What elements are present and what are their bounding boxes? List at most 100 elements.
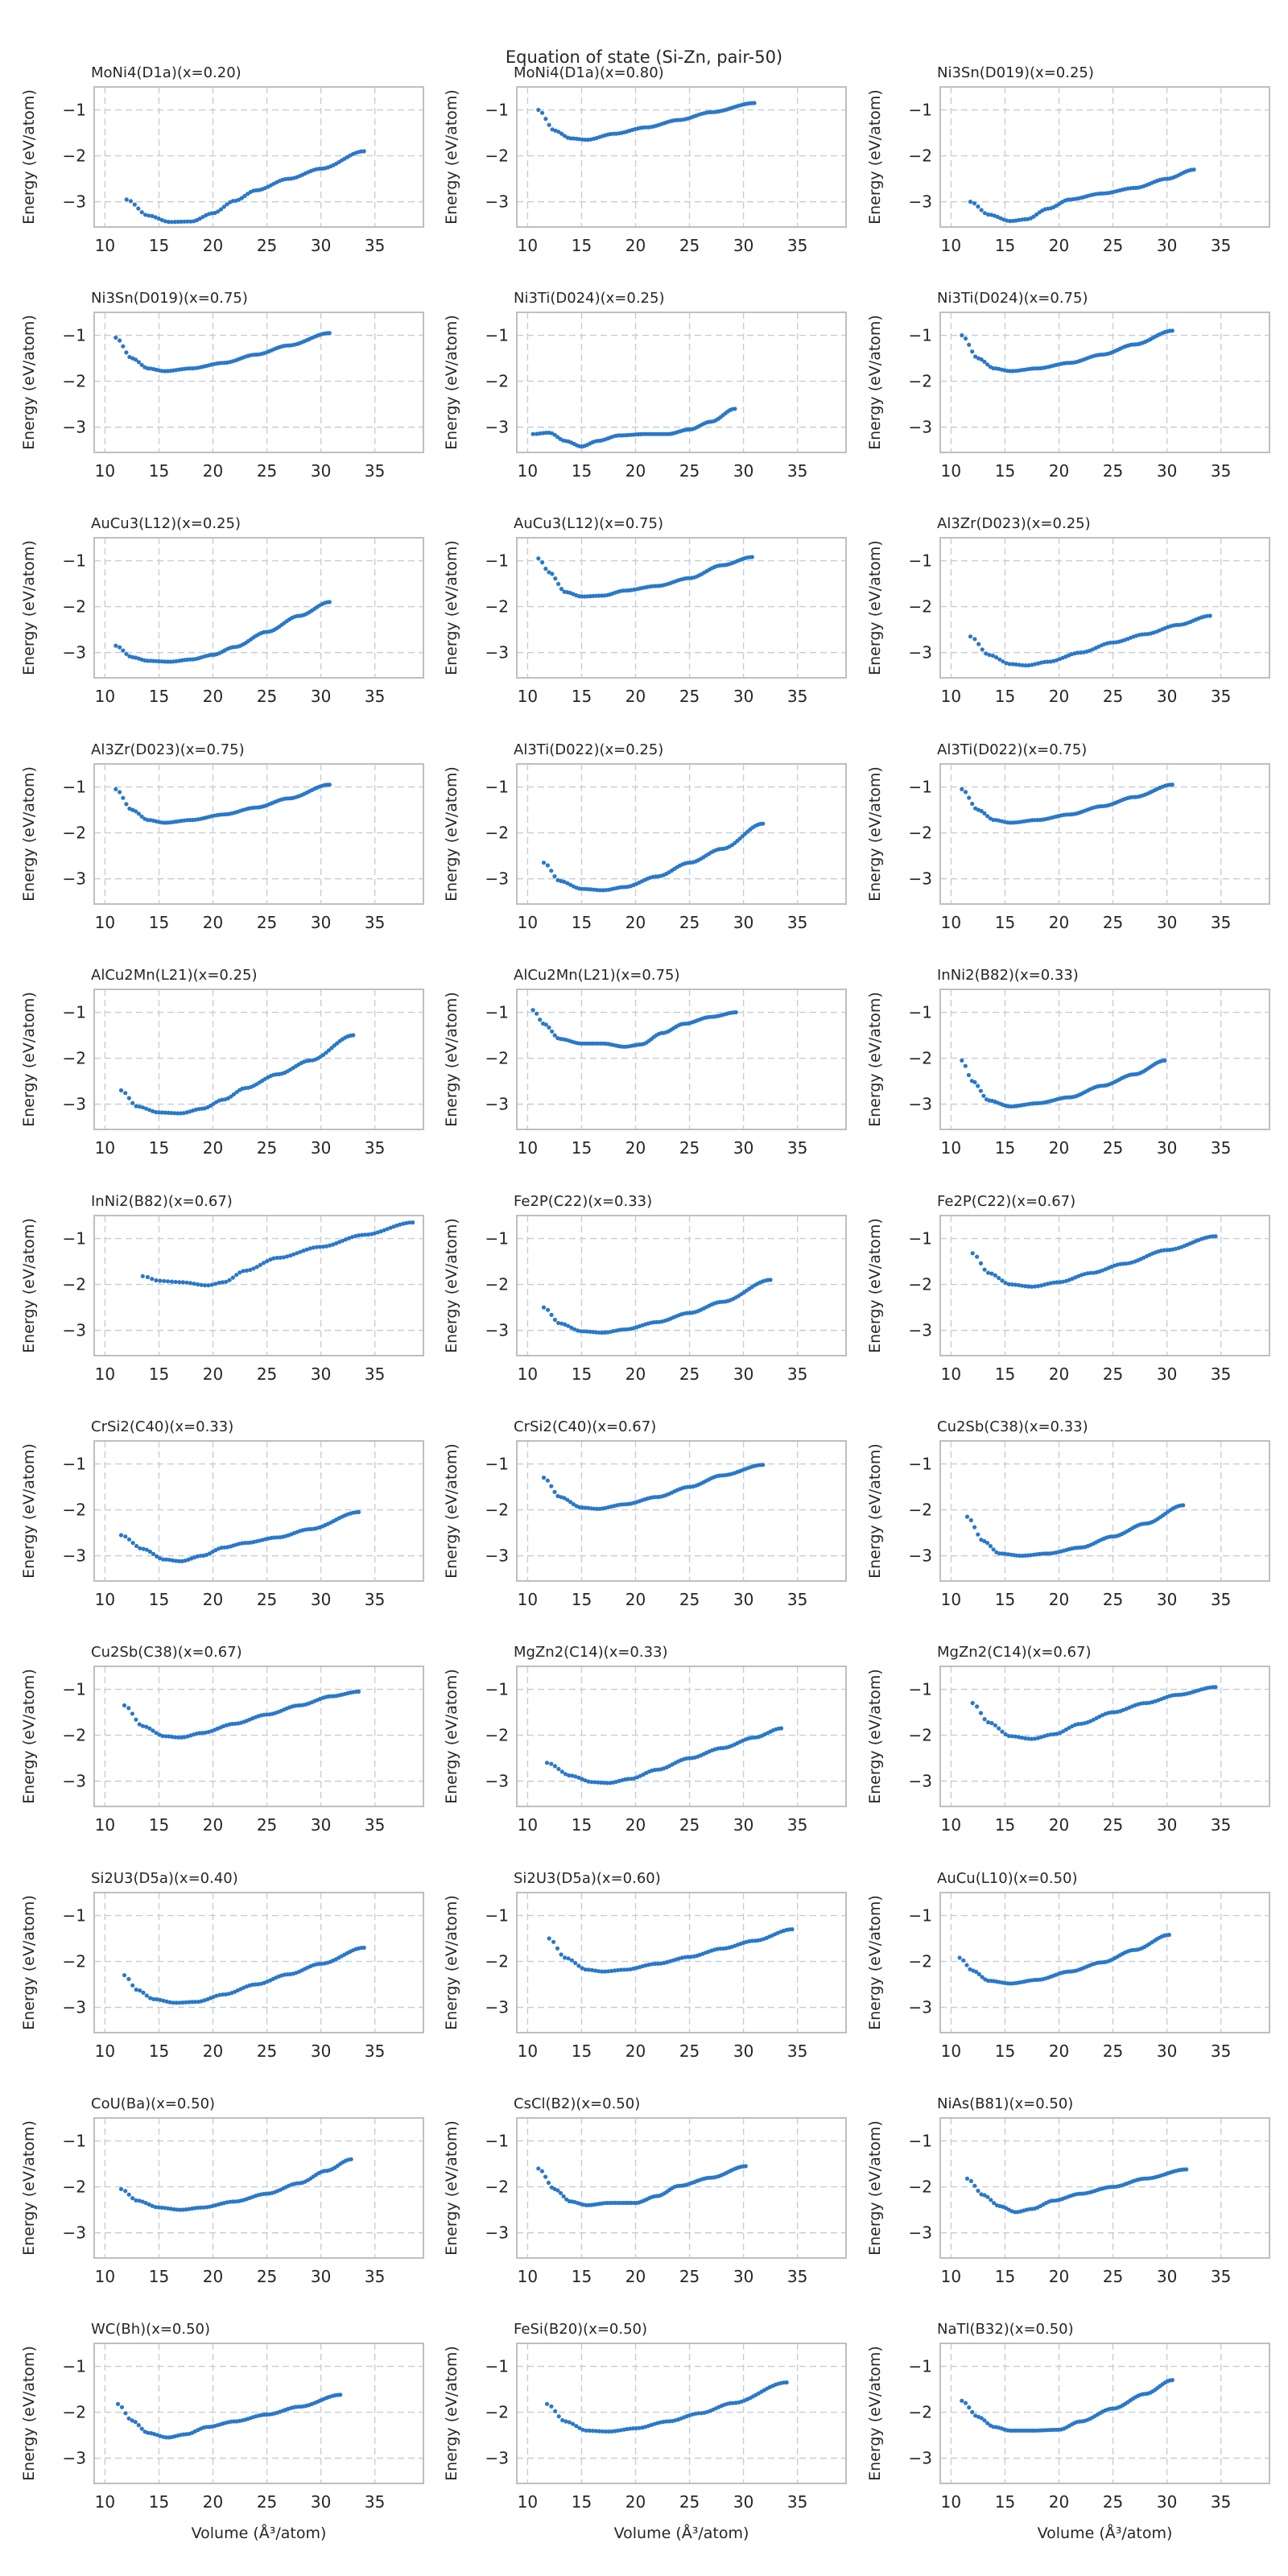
data-point: [589, 1780, 594, 1785]
data-point: [556, 1320, 561, 1326]
y-tick-label: −1: [909, 326, 932, 345]
x-tick-label: 30: [311, 1364, 331, 1384]
subplot: CsCl(B2)(x=0.50) 10 15 20 25 30 35 −1 −2 −3 Energy…: [443, 2095, 847, 2286]
data-point: [141, 1546, 146, 1551]
data-point: [552, 1489, 557, 1494]
subplot-grid-lines: [94, 1441, 423, 1581]
x-tick-label: 25: [1103, 687, 1123, 706]
x-tick-label: 25: [679, 236, 700, 255]
data-point: [547, 1025, 551, 1030]
x-tick-label: 25: [257, 2267, 277, 2286]
y-tick-label: −2: [63, 1726, 86, 1745]
data-point: [986, 1719, 991, 1725]
data-point: [1213, 1685, 1218, 1690]
x-tick-label: 30: [1157, 1590, 1177, 1609]
data-point: [172, 220, 177, 225]
subplot-grid-lines: [940, 1666, 1269, 1806]
subplot: AuCu3(L12)(x=0.75) 10 15 20 25 30 35 −1 −2 −3 Ener…: [443, 515, 847, 706]
data-point: [140, 1105, 145, 1110]
subplot-frame: [516, 989, 847, 1130]
subplot-title: MgZn2(C14)(x=0.33): [514, 1644, 668, 1661]
data-point: [618, 1967, 624, 1972]
data-point: [163, 1734, 168, 1739]
subplot-frame: [939, 312, 1270, 453]
x-tick-label: 20: [1049, 2267, 1069, 2286]
data-point: [982, 2193, 987, 2198]
data-point: [221, 1992, 225, 1997]
x-tick-label: 20: [203, 1815, 223, 1835]
data-point: [574, 2424, 579, 2429]
x-tick-label: 20: [625, 913, 646, 932]
x-tick-label: 10: [518, 1364, 538, 1384]
x-tick-label: 20: [625, 1138, 646, 1158]
subplot: Si2U3(D5a)(x=0.40) 10 15 20 25 30 35 −1 −2 −3 Ener…: [20, 1870, 424, 2061]
data-point: [127, 806, 132, 811]
x-tick-label: 15: [149, 2492, 169, 2512]
x-tick-label: 20: [203, 236, 223, 255]
series-points: [114, 600, 332, 664]
x-tick-label: 30: [1157, 2267, 1177, 2286]
data-point: [134, 1988, 138, 1992]
x-tick-label: 25: [679, 913, 700, 932]
data-point: [407, 1220, 412, 1225]
data-point: [178, 2207, 183, 2212]
data-point: [198, 1554, 203, 1558]
subplot-grid-lines: [517, 2118, 846, 2258]
x-tick-label: 25: [1103, 461, 1123, 481]
data-point: [566, 1956, 571, 1961]
data-point: [278, 1255, 283, 1260]
y-tick-label: −1: [63, 2132, 86, 2151]
data-point: [182, 219, 187, 224]
x-tick-label: 15: [149, 2267, 169, 2286]
subplot-frame: [939, 2117, 1270, 2259]
data-point: [982, 2418, 987, 2423]
x-tick-label: 20: [625, 236, 646, 255]
y-axis-label: Energy (eV/atom): [20, 1669, 38, 1804]
y-tick-label: −2: [485, 2178, 509, 2197]
y-tick-label: −1: [63, 101, 86, 120]
data-point: [164, 1557, 169, 1562]
subplot-title: Si2U3(D5a)(x=0.40): [91, 1870, 238, 1887]
y-tick-label: −1: [909, 1906, 932, 1926]
data-point: [550, 572, 555, 576]
series-points: [964, 1503, 1186, 1558]
data-point: [1051, 1280, 1056, 1285]
y-tick-label: −3: [909, 869, 932, 889]
data-point: [118, 1088, 124, 1093]
subplot-grid-lines: [94, 764, 423, 904]
data-point: [123, 2189, 128, 2194]
data-point: [970, 349, 975, 354]
y-tick-label: −3: [909, 2223, 932, 2243]
data-point: [1121, 1261, 1125, 1266]
data-point: [174, 2000, 179, 2005]
data-point: [565, 1497, 570, 1502]
x-tick-label: 30: [311, 2267, 331, 2286]
y-axis-label: Energy (eV/atom): [20, 1443, 38, 1579]
x-tick-label: 25: [257, 2041, 277, 2061]
x-tick-label: 10: [941, 1590, 961, 1609]
subplot: Cu2Sb(C38)(x=0.67) 10 15 20 25 30 35 −1 −2 −3 Ener…: [20, 1644, 424, 1835]
x-tick-label: 30: [311, 913, 331, 932]
x-tick-label: 25: [1103, 236, 1123, 255]
subplot: Ni3Ti(D024)(x=0.25) 10 15 20 25 30 35 −1 −2 −3 Ene…: [443, 290, 847, 481]
x-tick-label: 15: [995, 2267, 1015, 2286]
subplot-title: CrSi2(C40)(x=0.33): [91, 1418, 233, 1435]
data-point: [997, 1726, 1001, 1731]
data-point: [175, 219, 180, 225]
subplot: AlCu2Mn(L21)(x=0.25) 10 15 20 25 30 35 −1 −2 −3 En…: [20, 967, 424, 1158]
data-point: [538, 1018, 543, 1022]
subplot: Fe2P(C22)(x=0.67) 10 15 20 25 30 35 −1 −2 −3 Energ…: [866, 1193, 1270, 1384]
data-point: [567, 1773, 572, 1778]
data-point: [573, 1774, 578, 1779]
data-point: [372, 1231, 377, 1236]
data-point: [281, 1255, 287, 1260]
data-point: [130, 1100, 135, 1105]
data-point: [132, 202, 137, 207]
data-point: [180, 1280, 185, 1285]
data-point: [761, 821, 766, 826]
x-tick-label: 25: [679, 1138, 700, 1158]
data-point: [1017, 663, 1022, 667]
data-point: [398, 1222, 402, 1227]
data-point: [175, 2207, 180, 2212]
data-point: [130, 2196, 135, 2201]
